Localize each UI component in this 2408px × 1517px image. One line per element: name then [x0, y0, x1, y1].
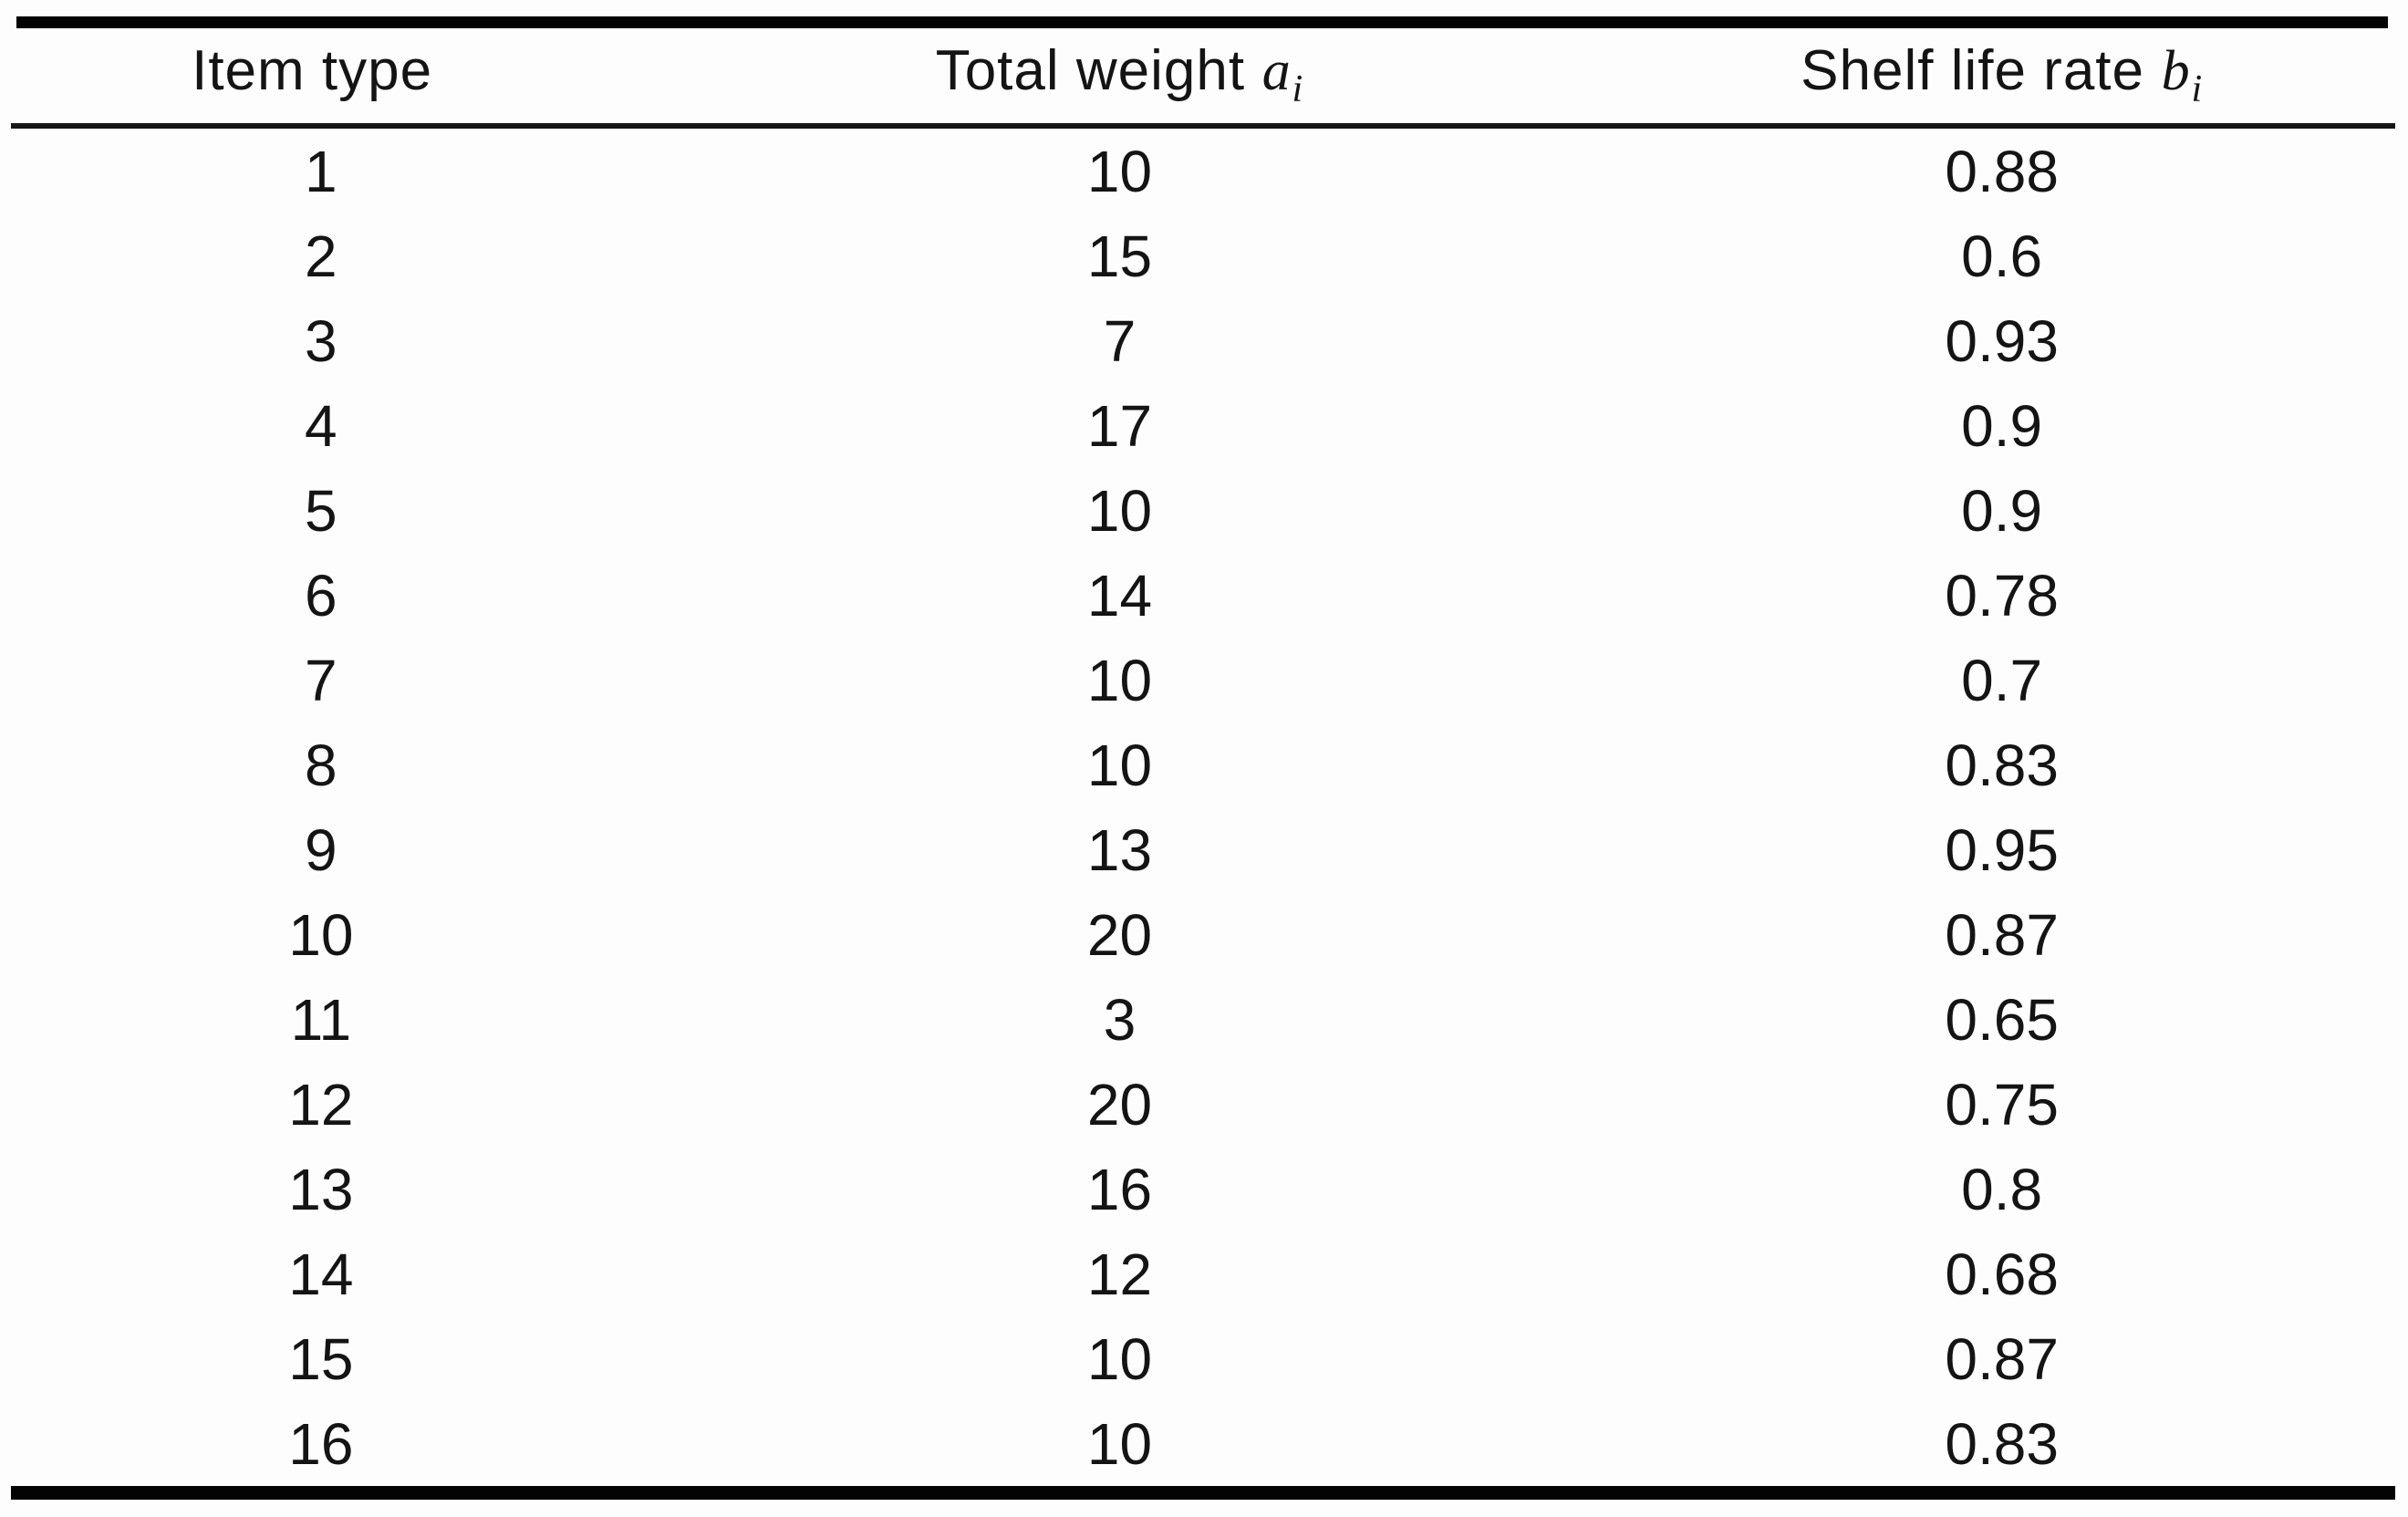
cell-total-weight: 7 — [1103, 307, 1137, 374]
cell-shelf-life-rate: 0.83 — [1945, 732, 2059, 798]
cell-total-weight: 10 — [1086, 1325, 1153, 1392]
cell-item-type: 5 — [305, 477, 337, 544]
cell-total-weight: 20 — [1086, 901, 1153, 968]
table-row: 12 20 0.75 — [11, 1062, 2395, 1147]
cell-shelf-life-rate: 0.8 — [1961, 1156, 2043, 1222]
cell-total-weight: 10 — [1086, 732, 1153, 798]
cell-item-type: 13 — [288, 1156, 354, 1222]
cell-total-weight: 17 — [1086, 392, 1153, 459]
cell-total-weight: 13 — [1086, 816, 1153, 883]
cell-item-type: 7 — [305, 647, 337, 713]
column-header-shelf-life-rate-subscript: i — [2191, 68, 2204, 111]
cell-total-weight: 20 — [1086, 1071, 1153, 1138]
cell-shelf-life-rate: 0.7 — [1961, 647, 2043, 713]
table-row: 4 17 0.9 — [11, 383, 2395, 468]
cell-item-type: 1 — [305, 138, 337, 204]
cell-item-type: 4 — [305, 392, 337, 459]
cell-total-weight: 10 — [1086, 1410, 1153, 1477]
column-header-shelf-life-rate-label: Shelf life rate — [1801, 38, 2145, 102]
table-row: 14 12 0.68 — [11, 1231, 2395, 1316]
cell-shelf-life-rate: 0.83 — [1945, 1410, 2059, 1477]
column-header-shelf-life-rate-variable: b — [2161, 39, 2191, 102]
cell-total-weight: 14 — [1086, 562, 1153, 629]
table-row: 13 16 0.8 — [11, 1147, 2395, 1231]
table-top-border-rule — [16, 16, 2388, 28]
table-row: 6 14 0.78 — [11, 553, 2395, 638]
column-header-shelf-life-rate: Shelf life rate bi — [1608, 39, 2395, 111]
cell-item-type: 12 — [288, 1071, 354, 1138]
cell-shelf-life-rate: 0.9 — [1961, 477, 2043, 544]
column-header-total-weight: Total weight ai — [631, 39, 1609, 111]
table-row: 9 13 0.95 — [11, 807, 2395, 892]
cell-item-type: 9 — [305, 816, 337, 883]
cell-item-type: 16 — [288, 1410, 354, 1477]
cell-item-type: 3 — [305, 307, 337, 374]
cell-shelf-life-rate: 0.87 — [1945, 901, 2059, 968]
table-row: 16 10 0.83 — [11, 1401, 2395, 1486]
column-header-total-weight-subscript: i — [1292, 68, 1304, 111]
cell-item-type: 14 — [288, 1241, 354, 1307]
column-header-item-type-label: Item type — [192, 38, 433, 102]
table-row: 7 10 0.7 — [11, 638, 2395, 722]
cell-shelf-life-rate: 0.78 — [1945, 562, 2059, 629]
cell-shelf-life-rate: 0.75 — [1945, 1071, 2059, 1138]
cell-total-weight: 15 — [1086, 223, 1153, 289]
table-row: 8 10 0.83 — [11, 722, 2395, 807]
cell-shelf-life-rate: 0.68 — [1945, 1241, 2059, 1307]
table-body: 1 10 0.88 2 15 0.6 3 7 0.93 4 17 0.9 5 1… — [11, 129, 2395, 1486]
cell-total-weight: 10 — [1086, 477, 1153, 544]
cell-item-type: 8 — [305, 732, 337, 798]
cell-shelf-life-rate: 0.9 — [1961, 392, 2043, 459]
table-row: 1 10 0.88 — [11, 129, 2395, 213]
table-bottom-border-rule — [11, 1486, 2395, 1500]
cell-shelf-life-rate: 0.87 — [1945, 1325, 2059, 1392]
cell-item-type: 10 — [288, 901, 354, 968]
cell-item-type: 15 — [288, 1325, 354, 1392]
table-header-divider-rule — [11, 123, 2395, 129]
table-row: 11 3 0.65 — [11, 977, 2395, 1062]
cell-total-weight: 10 — [1086, 647, 1153, 713]
table-row: 5 10 0.9 — [11, 468, 2395, 553]
cell-total-weight: 3 — [1103, 986, 1137, 1053]
cell-item-type: 11 — [290, 986, 352, 1053]
table-row: 10 20 0.87 — [11, 892, 2395, 977]
column-header-total-weight-variable: a — [1261, 39, 1292, 102]
cell-shelf-life-rate: 0.93 — [1945, 307, 2059, 374]
cell-total-weight: 12 — [1086, 1241, 1153, 1307]
cell-shelf-life-rate: 0.95 — [1945, 816, 2059, 883]
cell-shelf-life-rate: 0.6 — [1961, 223, 2043, 289]
cell-item-type: 6 — [305, 562, 337, 629]
items-data-table: Item type Total weight ai Shelf life rate… — [11, 16, 2395, 1500]
cell-shelf-life-rate: 0.88 — [1945, 138, 2059, 204]
table-row: 15 10 0.87 — [11, 1316, 2395, 1401]
column-header-item-type: Item type — [11, 42, 631, 109]
cell-total-weight: 16 — [1086, 1156, 1153, 1222]
cell-total-weight: 10 — [1086, 138, 1153, 204]
cell-item-type: 2 — [305, 223, 337, 289]
table-row: 3 7 0.93 — [11, 298, 2395, 383]
table-row: 2 15 0.6 — [11, 213, 2395, 298]
cell-shelf-life-rate: 0.65 — [1945, 986, 2059, 1053]
column-header-total-weight-label: Total weight — [935, 38, 1246, 102]
table-header-row: Item type Total weight ai Shelf life rate… — [11, 28, 2395, 123]
